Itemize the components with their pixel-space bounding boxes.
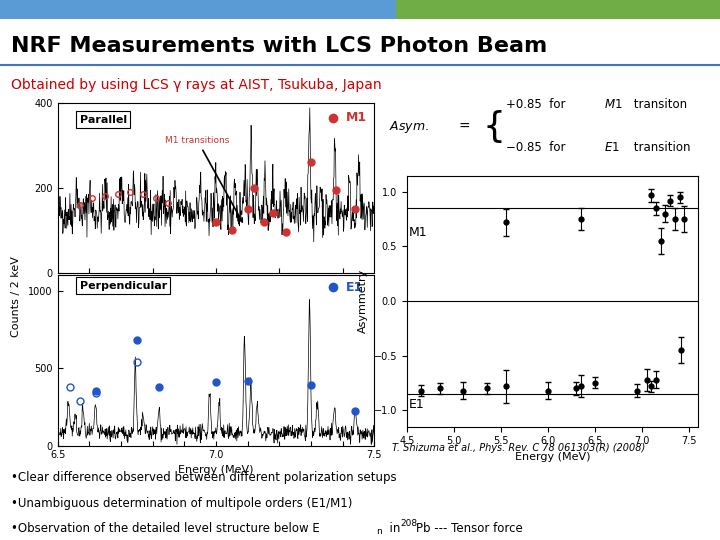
Text: Parallel: Parallel — [80, 114, 127, 125]
Text: $Asym.$: $Asym.$ — [389, 119, 428, 135]
Text: M1 transitions: M1 transitions — [166, 136, 242, 222]
Text: =: = — [459, 120, 470, 134]
Text: T. Shizuma et al., Phys. Rev. C 78 061303(R) (2008): T. Shizuma et al., Phys. Rev. C 78 06130… — [392, 443, 646, 453]
Y-axis label: Asymmetry: Asymmetry — [358, 269, 368, 333]
Text: Perpendicular: Perpendicular — [80, 280, 167, 291]
Text: 208: 208 — [400, 519, 418, 528]
Bar — [396, 0, 720, 19]
Text: E1: E1 — [409, 398, 424, 411]
Text: transiton: transiton — [629, 98, 687, 111]
Text: •Clear difference observed between different polarization setups: •Clear difference observed between diffe… — [11, 471, 397, 484]
Text: {: { — [482, 110, 505, 144]
Text: Counts / 2 keV: Counts / 2 keV — [11, 256, 21, 338]
Text: •Observation of the detailed level structure below E: •Observation of the detailed level struc… — [11, 522, 320, 535]
Text: −0.85  for: −0.85 for — [506, 141, 573, 154]
Text: +0.85  for: +0.85 for — [506, 98, 573, 111]
Text: $M1$: $M1$ — [604, 98, 623, 111]
Text: M1: M1 — [346, 111, 367, 124]
Text: E1: E1 — [346, 281, 363, 294]
Text: in: in — [382, 522, 408, 535]
Text: Energy (MeV): Energy (MeV) — [179, 465, 253, 475]
Text: n: n — [377, 527, 382, 536]
Text: $E1$: $E1$ — [604, 141, 620, 154]
X-axis label: Energy (MeV): Energy (MeV) — [515, 452, 590, 462]
Text: NRF Measurements with LCS Photon Beam: NRF Measurements with LCS Photon Beam — [11, 36, 547, 56]
Text: Obtained by using LCS γ rays at AIST, Tsukuba, Japan: Obtained by using LCS γ rays at AIST, Ts… — [11, 78, 382, 92]
Text: M1: M1 — [409, 226, 427, 239]
Bar — [0, 0, 396, 19]
Text: •Unambiguous determination of multipole orders (E1/M1): •Unambiguous determination of multipole … — [11, 497, 352, 510]
Text: transition: transition — [629, 141, 690, 154]
Text: Pb --- Tensor force: Pb --- Tensor force — [416, 522, 523, 535]
